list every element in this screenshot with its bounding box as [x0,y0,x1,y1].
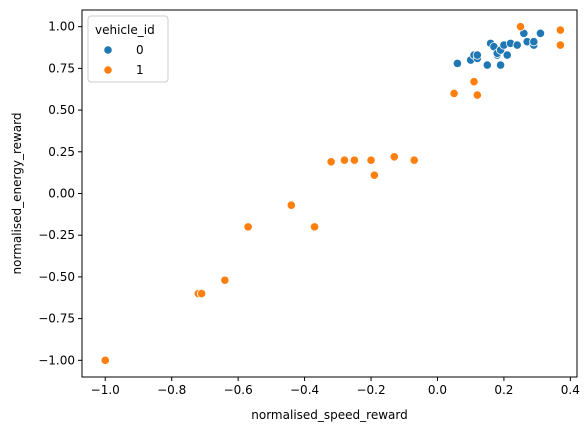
data-point-series-1 [389,152,399,162]
data-point-series-1 [449,88,459,99]
y-tick-label: −0.75 [38,312,75,326]
data-point-series-1 [220,275,230,285]
legend-title: vehicle_id [95,23,155,37]
x-tick-label: −0.8 [157,383,186,397]
y-tick-label: −1.00 [38,353,75,367]
data-point-series-0 [495,60,506,70]
legend-label-series-0: 0 [136,43,144,57]
x-tick-label: −1.0 [91,383,120,397]
data-point-series-1 [555,25,565,35]
x-tick-label: −0.6 [224,383,253,397]
x-tick-label: 0.4 [561,383,580,397]
data-point-series-1 [515,22,526,32]
data-point-series-0 [472,50,482,60]
x-tick-label: −0.2 [356,383,385,397]
data-point-series-1 [369,170,379,180]
y-tick-label: 1.00 [48,20,75,34]
x-tick-label: −0.4 [290,383,319,397]
data-point-series-1 [196,288,207,299]
y-tick-label: −0.25 [38,228,75,242]
legend-marker-series-1 [103,65,113,75]
data-point-series-1 [409,155,419,165]
legend-marker-series-0 [103,45,113,55]
y-tick-label: 0.75 [48,61,75,75]
y-tick-label: 0.25 [48,145,75,159]
data-point-series-1 [349,155,360,165]
y-tick-label: −0.50 [38,270,75,284]
data-point-series-1 [469,77,479,87]
data-point-series-0 [512,40,522,50]
x-tick-label: 0.2 [494,383,513,397]
legend-label-series-1: 1 [136,63,144,77]
y-axis: −1.00 −0.75 −0.50 −0.25 0.00 0.25 0.50 0.75 1.00 [38,20,82,367]
data-point-series-1 [339,155,350,165]
data-point-series-0 [502,50,512,60]
data-point-series-1 [286,200,296,210]
data-point-series-1 [472,90,482,100]
data-point-series-1 [309,222,320,232]
data-point-series-1 [326,157,336,167]
data-point-series-1 [555,40,565,50]
x-axis: −1.0 −0.8 −0.6 −0.4 −0.2 0.0 0.2 0.4 [91,377,580,397]
y-tick-label: 0.00 [48,187,75,201]
data-point-series-0 [529,37,539,47]
x-tick-label: 0.0 [428,383,447,397]
data-point-series-1 [100,355,110,365]
data-point-series-1 [366,155,376,165]
x-axis-title: normalised_speed_reward [251,408,407,422]
data-points [100,22,565,365]
y-tick-label: 0.50 [48,103,75,117]
data-point-series-0 [535,28,546,38]
data-point-series-1 [243,222,253,232]
legend: vehicle_id 0 1 [87,15,169,83]
y-axis-title: normalised_energy_reward [10,112,24,274]
data-point-series-0 [482,60,492,70]
data-point-series-0 [452,58,463,68]
